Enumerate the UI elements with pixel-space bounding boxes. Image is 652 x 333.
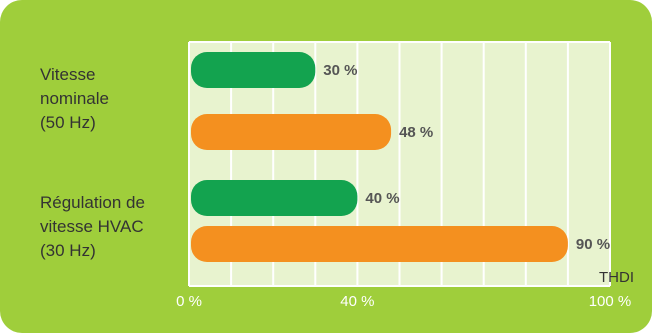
category-label: Vitesse nominale (50 Hz) [40,65,109,132]
x-tick-label: 0 % [176,293,202,310]
x-axis-label: THDI [599,269,634,286]
bar [191,52,316,88]
category-label: Régulation de vitesse HVAC (30 Hz) [40,193,145,260]
bar [191,226,568,262]
x-tick-label: 100 % [589,293,632,310]
bar-value-label: 40 % [365,190,399,207]
bar [191,114,392,150]
category-labels: Vitesse nominale (50 Hz) Régulation de vites… [40,65,145,260]
bar [191,180,358,216]
value-labels: 30 % 48 % 40 % 90 % [323,62,610,253]
x-tick-labels: 0 % 40 % 100 % [176,293,631,310]
bar-value-label: 30 % [323,62,357,79]
bar-value-label: 90 % [576,236,610,253]
bar-value-label: 48 % [399,124,433,141]
bars [191,52,568,262]
x-tick-label: 40 % [340,293,374,310]
